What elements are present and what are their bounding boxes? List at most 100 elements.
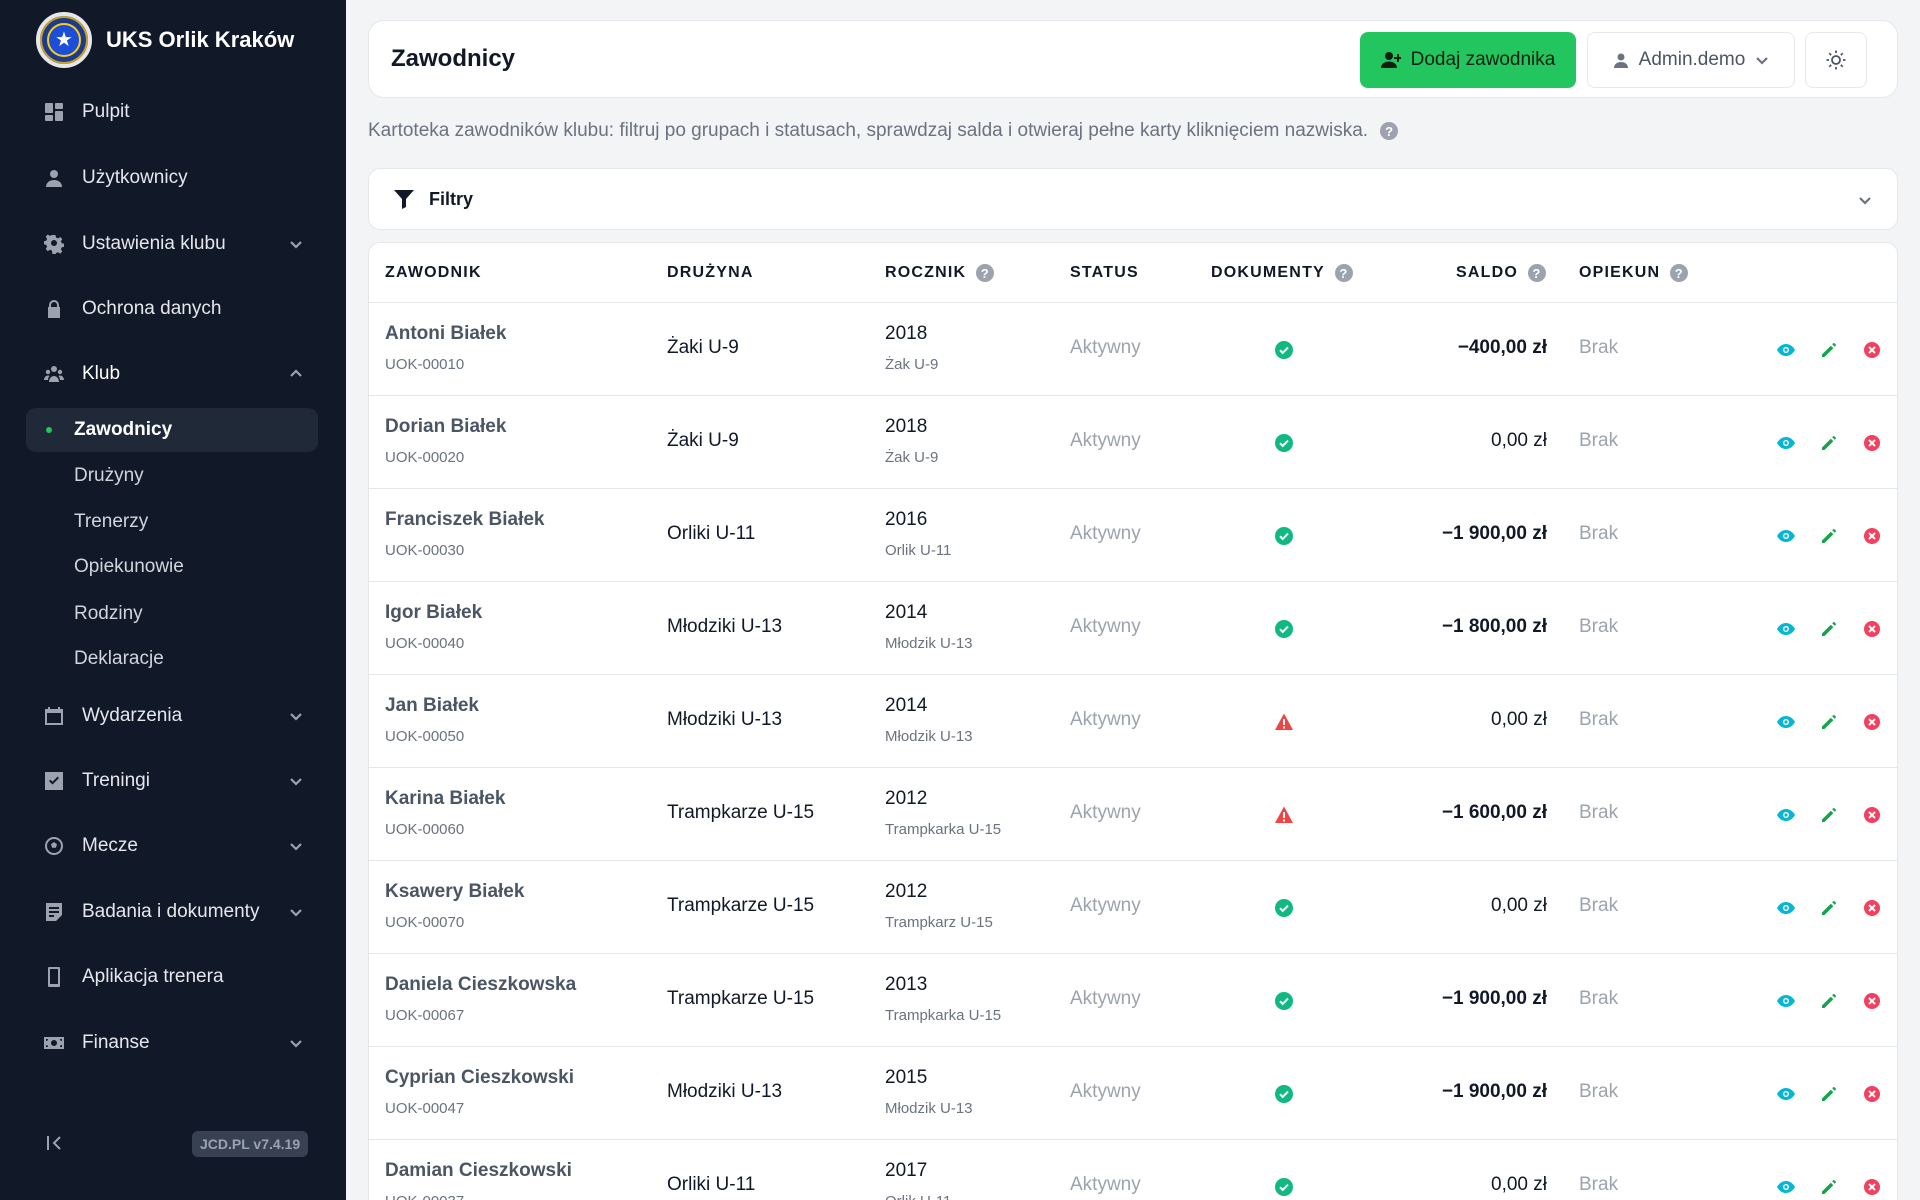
table-row[interactable]: Dorian Białek UOK-00020 Żaki U-9 2018 Żak U-… (369, 396, 1897, 489)
pencil-icon[interactable] (1819, 1177, 1839, 1197)
eye-icon[interactable] (1776, 898, 1796, 918)
check-circle-icon (1274, 991, 1294, 1011)
column-balance[interactable]: SALDO? (1456, 264, 1546, 282)
close-circle-icon[interactable] (1862, 991, 1882, 1011)
column-guardian[interactable]: OPIEKUN? (1579, 264, 1689, 282)
pencil-icon[interactable] (1819, 712, 1839, 732)
player-name-link[interactable]: Dorian Białek (385, 416, 507, 437)
table-row[interactable]: Antoni Białek UOK-00010 Żaki U-9 2018 Żak U-… (369, 303, 1897, 396)
eye-icon[interactable] (1776, 991, 1796, 1011)
sidebar-subitem-teams[interactable]: Drużyny (26, 454, 318, 498)
pencil-icon[interactable] (1819, 991, 1839, 1011)
help-icon[interactable]: ? (976, 264, 995, 282)
close-circle-icon[interactable] (1862, 1177, 1882, 1197)
sidebar-subitem-players[interactable]: Zawodnicy (26, 408, 318, 452)
eye-icon[interactable] (1776, 1177, 1796, 1197)
eye-icon[interactable] (1776, 712, 1796, 732)
player-category: Młodzik U-13 (885, 635, 973, 652)
eye-icon[interactable] (1776, 340, 1796, 360)
warning-triangle-icon (1274, 805, 1294, 825)
pencil-icon[interactable] (1819, 898, 1839, 918)
sidebar-item-medical-documents[interactable]: Badania i dokumenty (26, 889, 318, 935)
table-row[interactable]: Ksawery Białek UOK-00070 Trampkarze U-15 20… (369, 861, 1897, 954)
help-icon[interactable]: ? (1670, 264, 1689, 282)
player-name-link[interactable]: Damian Cieszkowski (385, 1160, 572, 1181)
pencil-icon[interactable] (1819, 1084, 1839, 1104)
table-row[interactable]: Daniela Cieszkowska UOK-00067 Trampkarze U… (369, 954, 1897, 1047)
table-row[interactable]: Damian Cieszkowski UOK-00037 Orliki U-11 20… (369, 1140, 1897, 1200)
sidebar-item-matches[interactable]: Mecze (26, 823, 318, 869)
pencil-icon[interactable] (1819, 526, 1839, 546)
player-balance: −1 800,00 zł (1441, 616, 1547, 637)
player-category: Młodzik U-13 (885, 728, 973, 745)
sidebar-item-club[interactable]: Klub (26, 351, 318, 397)
table-row[interactable]: Jan Białek UOK-00050 Młodziki U-13 2014 Młod… (369, 675, 1897, 768)
collapse-sidebar-icon[interactable] (44, 1132, 68, 1156)
sidebar-subitem-families[interactable]: Rodziny (26, 592, 318, 636)
close-circle-icon[interactable] (1862, 1084, 1882, 1104)
player-name-link[interactable]: Daniela Cieszkowska (385, 974, 577, 995)
player-code: UOK-00047 (385, 1100, 465, 1117)
player-guardian: Brak (1579, 1081, 1619, 1102)
close-circle-icon[interactable] (1862, 898, 1882, 918)
player-name-link[interactable]: Cyprian Cieszkowski (385, 1067, 575, 1088)
pencil-icon[interactable] (1819, 805, 1839, 825)
sidebar-subitem-declarations[interactable]: Deklaracje (26, 637, 318, 681)
close-circle-icon[interactable] (1862, 712, 1882, 732)
sidebar-item-coach-app[interactable]: Aplikacja trenera (26, 954, 318, 1000)
add-player-button[interactable]: Dodaj zawodnika (1360, 32, 1576, 88)
help-icon[interactable]: ? (1380, 122, 1399, 140)
pencil-icon[interactable] (1819, 619, 1839, 639)
help-icon[interactable]: ? (1528, 264, 1546, 282)
eye-icon[interactable] (1776, 1084, 1796, 1104)
player-name-link[interactable]: Antoni Białek (385, 323, 507, 344)
chevron-down-icon (288, 904, 304, 920)
player-category: Żak U-9 (885, 356, 939, 373)
player-name-link[interactable]: Franciszek Białek (385, 509, 545, 530)
user-menu-button[interactable]: Admin.demo (1587, 32, 1795, 88)
pencil-icon[interactable] (1819, 433, 1839, 453)
column-team[interactable]: DRUŻYNA (667, 264, 754, 281)
player-balance: 0,00 zł (1491, 709, 1547, 730)
table-row[interactable]: Karina Białek UOK-00060 Trampkarze U-15 201… (369, 768, 1897, 861)
sidebar-item-dashboard[interactable]: Pulpit (26, 89, 318, 135)
player-name-link[interactable]: Igor Białek (385, 602, 483, 623)
sidebar-subitem-guardians[interactable]: Opiekunowie (26, 545, 318, 589)
eye-icon[interactable] (1776, 805, 1796, 825)
player-name-link[interactable]: Jan Białek (385, 695, 479, 716)
player-year: 2014 (885, 695, 928, 716)
table-row[interactable]: Franciszek Białek UOK-00030 Orliki U-11 201… (369, 489, 1897, 582)
table-row[interactable]: Cyprian Cieszkowski UOK-00047 Młodziki U-1… (369, 1047, 1897, 1140)
table-row[interactable]: Igor Białek UOK-00040 Młodziki U-13 2014 Mło… (369, 582, 1897, 675)
player-name-link[interactable]: Ksawery Białek (385, 881, 525, 902)
close-circle-icon[interactable] (1862, 526, 1882, 546)
player-status: Aktywny (1070, 802, 1141, 823)
sidebar-subitem-coaches[interactable]: Trenerzy (26, 500, 318, 544)
check-circle-icon (1274, 898, 1294, 918)
close-circle-icon[interactable] (1862, 805, 1882, 825)
eye-icon[interactable] (1776, 619, 1796, 639)
pencil-icon[interactable] (1819, 340, 1839, 360)
close-circle-icon[interactable] (1862, 340, 1882, 360)
player-guardian: Brak (1579, 1174, 1619, 1195)
help-icon[interactable]: ? (1334, 264, 1353, 282)
close-circle-icon[interactable] (1862, 619, 1882, 639)
player-name-link[interactable]: Karina Białek (385, 788, 506, 809)
column-player[interactable]: ZAWODNIK (385, 264, 482, 281)
sidebar-item-label: Treningi (82, 770, 150, 791)
theme-toggle-button[interactable] (1805, 32, 1867, 88)
eye-icon[interactable] (1776, 526, 1796, 546)
sidebar-item-data-protection[interactable]: Ochrona danych (26, 286, 318, 332)
column-documents[interactable]: DOKUMENTY? (1211, 264, 1353, 282)
sidebar-item-club-settings[interactable]: Ustawienia klubu (26, 221, 318, 267)
sidebar-item-users[interactable]: Użytkownicy (26, 155, 318, 201)
brand[interactable]: ★ UKS Orlik Kraków (36, 12, 294, 68)
sidebar-item-events[interactable]: Wydarzenia (26, 693, 318, 739)
close-circle-icon[interactable] (1862, 433, 1882, 453)
filters-panel-toggle[interactable]: Filtry (368, 168, 1898, 230)
column-status[interactable]: STATUS (1070, 264, 1139, 281)
sidebar-item-trainings[interactable]: Treningi (26, 758, 318, 804)
column-year[interactable]: ROCZNIK? (885, 264, 995, 282)
sidebar-item-finance[interactable]: Finanse (26, 1020, 318, 1066)
eye-icon[interactable] (1776, 433, 1796, 453)
